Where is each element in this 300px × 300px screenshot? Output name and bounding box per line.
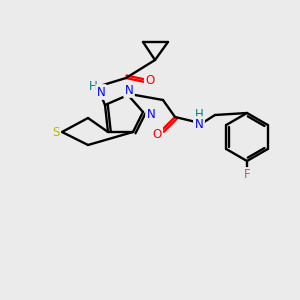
- Text: N: N: [124, 83, 134, 97]
- Text: S: S: [52, 125, 60, 139]
- Text: N: N: [97, 85, 105, 98]
- Text: O: O: [146, 74, 154, 88]
- Text: O: O: [152, 128, 162, 140]
- Text: H: H: [195, 109, 203, 122]
- Text: H: H: [88, 80, 98, 92]
- Text: N: N: [147, 107, 155, 121]
- Text: N: N: [195, 118, 203, 130]
- Text: F: F: [244, 169, 250, 182]
